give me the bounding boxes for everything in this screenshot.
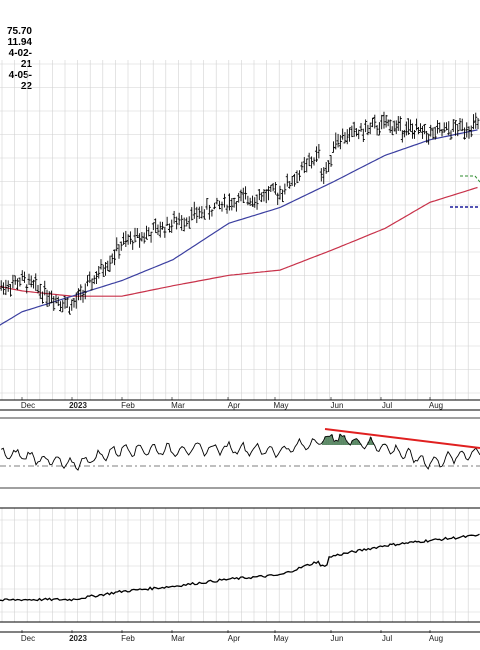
rsi-overbought-fill <box>334 440 338 445</box>
x-axis-label-top: Jun <box>331 401 344 410</box>
x-axis-label-top: Jul <box>382 401 392 410</box>
x-axis-label-bottom: May <box>273 634 288 643</box>
x-axis-label-top: Mar <box>171 401 185 410</box>
x-axis-label-bottom: Dec <box>21 634 35 643</box>
rsi-overbought-fill <box>326 436 329 445</box>
header-line-2: 11.94 <box>7 37 32 48</box>
x-axis-label-top: Feb <box>121 401 135 410</box>
x-axis-label-top: May <box>273 401 288 410</box>
rsi-overbought-fill <box>332 441 336 445</box>
x-axis-label-bottom: Jul <box>382 634 392 643</box>
rsi-overbought-fill <box>324 436 327 445</box>
relative-strength-line <box>0 533 480 602</box>
rsi-overbought-fill <box>322 441 325 445</box>
grid-layer <box>0 60 480 633</box>
rsi-line <box>1 433 480 471</box>
x-axis-label-top: Apr <box>228 401 241 410</box>
relative-strength-panel <box>0 533 480 602</box>
axis-labels: Dec 2023 Feb Mar Apr May Jun Jul Aug Dec 2023 Feb Ma… <box>21 397 443 643</box>
x-axis-label-bottom: Feb <box>121 634 135 643</box>
rsi-overbought-fill <box>328 436 331 445</box>
x-axis-label-top: 2023 <box>69 401 87 410</box>
x-axis-label-bottom: Jun <box>331 634 344 643</box>
rsi-trend-line <box>324 428 480 449</box>
price-panel <box>0 111 480 326</box>
rsi-overbought-fill <box>347 443 350 445</box>
rsi-panel <box>0 417 480 489</box>
x-axis-label-top: Aug <box>429 401 443 410</box>
rsi-overbought-fill <box>330 434 334 445</box>
rsi-overbought-fill <box>351 440 354 445</box>
rsi-overbought-fill <box>340 436 344 445</box>
sma50-line <box>0 129 478 326</box>
rsi-overbought-fill <box>355 438 358 445</box>
resistance-box <box>460 175 480 183</box>
x-axis-label-bottom: Aug <box>429 634 443 643</box>
rsi-overbought-fill <box>357 440 360 445</box>
rsi-overbought-fill <box>336 440 340 445</box>
rsi-overbought-fill <box>367 441 370 445</box>
header-line-3: 4-02-21 <box>8 48 32 70</box>
rsi-overbought-fill <box>371 442 374 445</box>
sma200-line <box>0 186 478 297</box>
x-axis-label-bottom: 2023 <box>69 634 87 643</box>
x-axis-label-bottom: Mar <box>171 634 185 643</box>
rsi-overbought-fill <box>369 437 372 445</box>
x-axis-label-bottom: Apr <box>228 634 241 643</box>
rsi-overbought-fill <box>338 434 342 445</box>
rsi-overbought-fill <box>353 439 356 445</box>
rsi-overbought-fill <box>343 435 346 445</box>
chart-header-values: 75.70 11.94 4-02-21 4-05-22 <box>0 26 32 92</box>
header-line-1: 75.70 <box>6 26 32 37</box>
rsi-overbought-fill <box>345 440 348 445</box>
x-axis-label-top: Dec <box>21 401 35 410</box>
header-line-4: 4-05-22 <box>8 70 32 92</box>
